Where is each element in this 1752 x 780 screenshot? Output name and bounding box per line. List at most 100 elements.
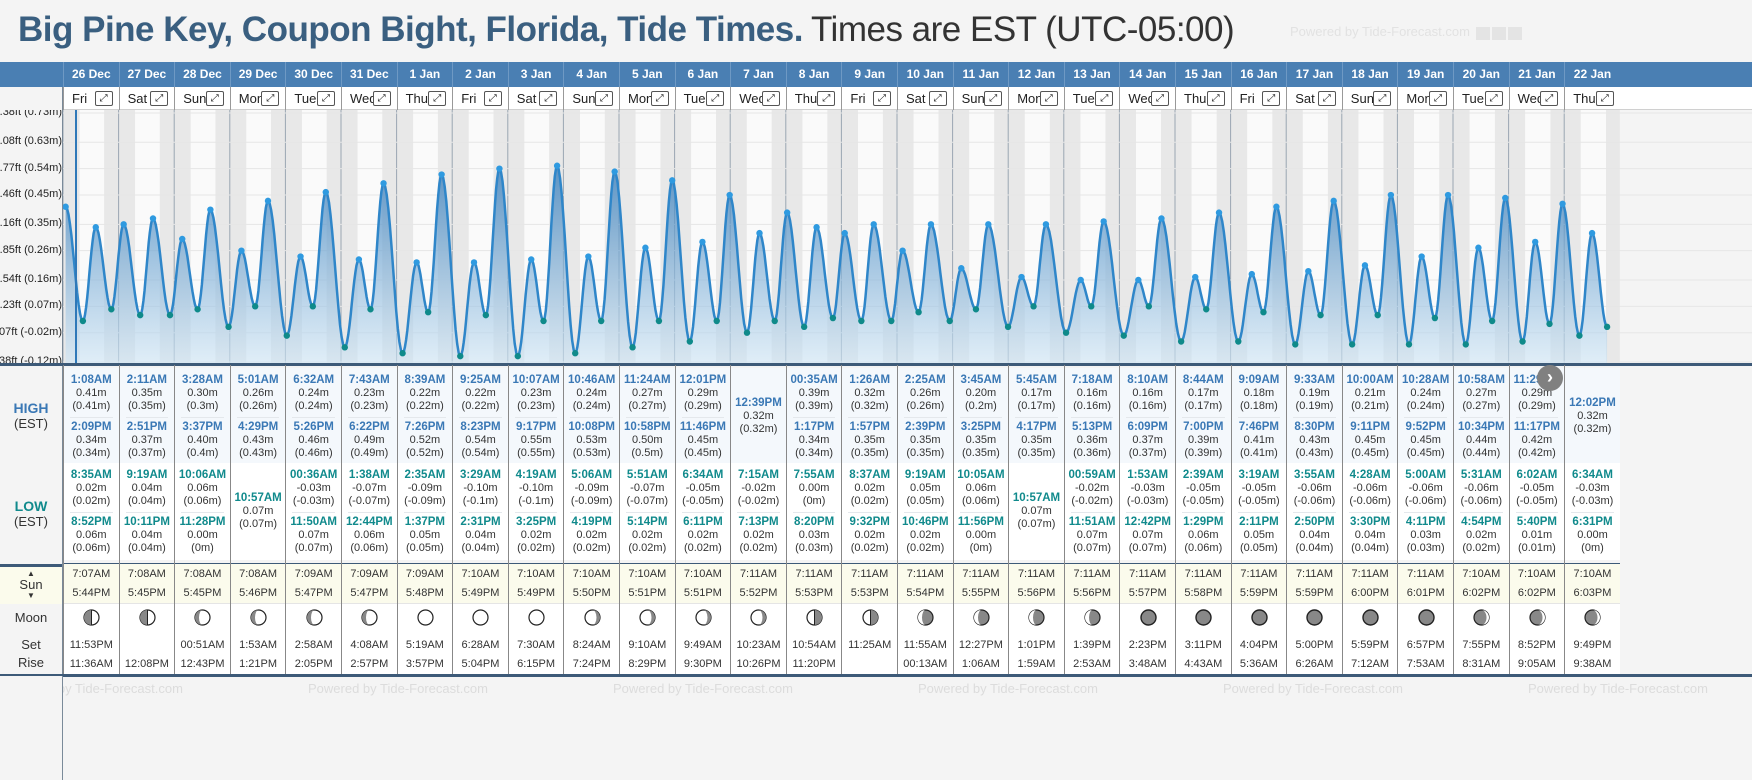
expand-day-icon[interactable]: ⤢	[706, 91, 725, 106]
expand-day-icon[interactable]: ⤢	[1262, 91, 1281, 106]
low-tide-height-alt: (0.02m)	[683, 542, 722, 554]
expand-day-icon[interactable]: ⤢	[428, 91, 447, 106]
entry-separator	[1348, 512, 1392, 513]
sunrise-time: 7:11AM	[1017, 568, 1056, 580]
high-tide-point	[264, 197, 272, 205]
high-tide-height: 0.42m	[1521, 434, 1553, 446]
expand-day-icon[interactable]: ⤢	[483, 91, 502, 106]
entry-separator	[181, 512, 224, 513]
low-tide-entry: 10:11PM 0.04m (0.04m)	[120, 516, 175, 555]
moonset-time: 7:30AM	[517, 639, 556, 651]
low-tide-time: 7:55AM	[793, 469, 835, 481]
entry-separator	[292, 417, 335, 418]
expand-day-icon[interactable]: ⤢	[1317, 91, 1336, 106]
high-tide-height: 0.46m	[298, 434, 329, 446]
expand-day-icon[interactable]: ⤢	[650, 91, 669, 106]
high-tide-height: 0.19m	[1299, 387, 1330, 399]
powered-by-footer[interactable]: Powered by Tide-Forecast.com	[63, 681, 183, 696]
low-tide-point	[1405, 341, 1413, 348]
moonset-time: 1:39PM	[1073, 639, 1112, 651]
entry-separator	[737, 512, 780, 513]
expand-day-icon[interactable]: ⤢	[316, 91, 335, 106]
high-tide-point	[322, 188, 329, 196]
expand-day-icon[interactable]: ⤢	[150, 91, 169, 106]
high-tide-entry: 11:24AM 0.27m (0.27m)	[620, 374, 675, 413]
low-tide-height-alt: (-0.02m)	[1071, 495, 1113, 507]
low-tide-time: 5:06AM	[571, 469, 613, 481]
powered-by-footer[interactable]: Powered by Tide-Forecast.com	[1528, 681, 1708, 696]
low-tide-height-alt: (-0.07m)	[626, 495, 669, 507]
entry-separator	[904, 417, 947, 418]
y-axis-tick-label: -0.38ft (-0.12m)	[0, 355, 62, 365]
weekday-label: Sun	[183, 91, 207, 106]
expand-day-icon[interactable]: ⤢	[372, 91, 391, 106]
expand-day-icon[interactable]: ⤢	[1595, 91, 1614, 106]
moonset-time: 9:49PM	[1573, 639, 1612, 651]
expand-day-icon[interactable]: ⤢	[1373, 91, 1392, 106]
expand-day-icon[interactable]: ⤢	[1428, 91, 1447, 106]
powered-by-footer[interactable]: Powered by Tide-Forecast.com	[1223, 681, 1403, 696]
expand-day-icon[interactable]: ⤢	[1484, 91, 1503, 106]
expand-day-icon[interactable]: ⤢	[205, 91, 224, 106]
date-header-cell: 21 Jan	[1508, 62, 1565, 87]
expand-day-icon[interactable]: ⤢	[94, 91, 113, 106]
sun-times-cell: 7:10AM 5:51PM	[675, 563, 731, 603]
low-tide-height: -0.06m	[1408, 482, 1443, 494]
powered-by-footer[interactable]: Powered by Tide-Forecast.com	[918, 681, 1098, 696]
high-tide-time: 5:26PM	[293, 421, 334, 433]
sunrise-time: 7:11AM	[1407, 568, 1445, 580]
high-tide-point	[1305, 267, 1312, 275]
high-tide-entry: 6:09PM 0.37m (0.37m)	[1120, 421, 1175, 460]
moonset-time: 2:23PM	[1128, 639, 1167, 651]
expand-day-icon[interactable]: ⤢	[984, 91, 1003, 106]
high-tide-entry: 1:08AM 0.41m (0.41m)	[64, 374, 119, 413]
low-tide-height: 0.02m	[576, 529, 607, 541]
low-tide-entry: 1:53AM -0.03m (-0.03m)	[1120, 469, 1175, 508]
expand-day-icon[interactable]: ⤢	[1095, 91, 1114, 106]
expand-day-icon[interactable]: ⤢	[539, 91, 558, 106]
low-tide-height-alt: (0.03m)	[795, 542, 834, 554]
date-header-cell: 16 Jan	[1230, 62, 1287, 87]
high-tide-entry: 3:37PM 0.40m (0.4m)	[175, 421, 230, 460]
low-tides-cell: 7:15AM -0.02m (-0.02m) 7:13PM 0.02m (0.02m)	[731, 463, 786, 560]
high-tide-height-alt: (0.45m)	[683, 447, 722, 459]
high-tide-entry: 3:28AM 0.30m (0.3m)	[175, 374, 230, 413]
low-tide-height-alt: (-0.05m)	[1516, 495, 1558, 507]
high-tide-height: 0.39m	[798, 387, 830, 399]
powered-by-footer[interactable]: Powered by Tide-Forecast.com	[613, 681, 793, 696]
powered-by-footer[interactable]: Powered by Tide-Forecast.com	[308, 681, 488, 696]
row-label-sun: ▲ Sun ▼	[0, 564, 62, 604]
date-header-cell: 20 Jan	[1453, 62, 1509, 87]
expand-day-icon[interactable]: ⤢	[1039, 91, 1058, 106]
high-tide-height-alt: (0.27m)	[1462, 400, 1501, 412]
low-tide-time: 2:31PM	[460, 516, 501, 528]
expand-day-icon[interactable]: ⤢	[261, 91, 280, 106]
sunrise-time: 7:11AM	[1129, 568, 1167, 580]
expand-day-icon[interactable]: ⤢	[1540, 91, 1559, 106]
chevron-right-icon: ›	[1547, 367, 1553, 387]
low-tide-time: 9:19AM	[904, 469, 946, 481]
expand-day-icon[interactable]: ⤢	[928, 91, 947, 106]
moon-cell: 7:55PM 8:31AM	[1454, 603, 1509, 675]
powered-by-top[interactable]: Powered by Tide-Forecast.com	[1290, 24, 1522, 41]
high-tide-point	[870, 221, 877, 228]
expand-day-icon[interactable]: ⤢	[817, 91, 836, 106]
expand-day-icon[interactable]: ⤢	[1206, 91, 1225, 106]
expand-day-icon[interactable]: ⤢	[594, 91, 613, 106]
high-tide-height: 0.37m	[131, 434, 163, 446]
expand-day-icon[interactable]: ⤢	[872, 91, 891, 106]
low-tide-time: 8:52PM	[71, 516, 112, 528]
high-tide-height: 0.23m	[354, 387, 385, 399]
next-days-button[interactable]: ›	[1537, 365, 1563, 391]
high-tide-height: 0.52m	[409, 434, 441, 446]
expand-day-icon[interactable]: ⤢	[761, 91, 780, 106]
expand-day-icon[interactable]: ⤢	[1150, 91, 1169, 106]
high-tide-height: 0.20m	[965, 387, 997, 399]
low-tide-height-alt: (-0.09m)	[404, 495, 446, 507]
moonrise-time: 2:57PM	[350, 658, 389, 670]
low-tide-point	[136, 311, 144, 319]
day-column: 9:09AM 0.18m (0.18m) 7:46PM 0.41m (0.41m) 3:19…	[1230, 365, 1287, 675]
low-tide-time: 5:51AM	[626, 469, 668, 481]
low-tide-point	[1088, 303, 1095, 310]
high-tide-height-alt: (0.3m)	[186, 400, 219, 412]
